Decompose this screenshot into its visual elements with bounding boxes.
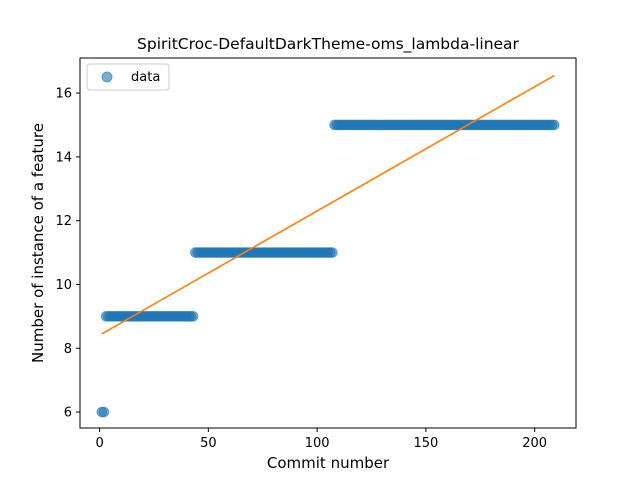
y-axis-title: Number of instance of a feature <box>29 123 47 363</box>
data-point <box>548 119 560 131</box>
data-point <box>327 247 338 258</box>
chart-title: SpiritCroc-DefaultDarkTheme-oms_lambda-l… <box>137 35 520 54</box>
axes-frame <box>79 57 577 429</box>
y-tick-label: 8 <box>64 342 72 357</box>
x-tick-label: 50 <box>200 436 217 451</box>
data-point <box>98 406 110 418</box>
y-tick-label: 10 <box>55 278 72 293</box>
legend-marker-data <box>101 71 113 83</box>
x-tick-label: 100 <box>305 436 330 451</box>
y-tick-label: 16 <box>55 87 72 102</box>
plot-area <box>96 74 560 418</box>
y-tick-label: 6 <box>64 406 72 421</box>
x-tick-label: 0 <box>95 436 103 451</box>
x-tick-label: 200 <box>522 436 547 451</box>
fit-line <box>101 74 555 335</box>
y-axis: 6 8 10 12 14 16 <box>55 87 80 421</box>
legend: data <box>86 63 170 91</box>
y-tick-label: 12 <box>55 214 72 229</box>
x-axis: 0 50 100 150 200 <box>95 428 547 451</box>
y-tick-label: 14 <box>55 150 72 165</box>
legend-label-data: data <box>131 70 160 85</box>
data-point <box>187 311 199 322</box>
x-tick-label: 150 <box>413 436 438 451</box>
legend-box <box>86 63 170 91</box>
x-axis-title: Commit number <box>267 454 390 472</box>
